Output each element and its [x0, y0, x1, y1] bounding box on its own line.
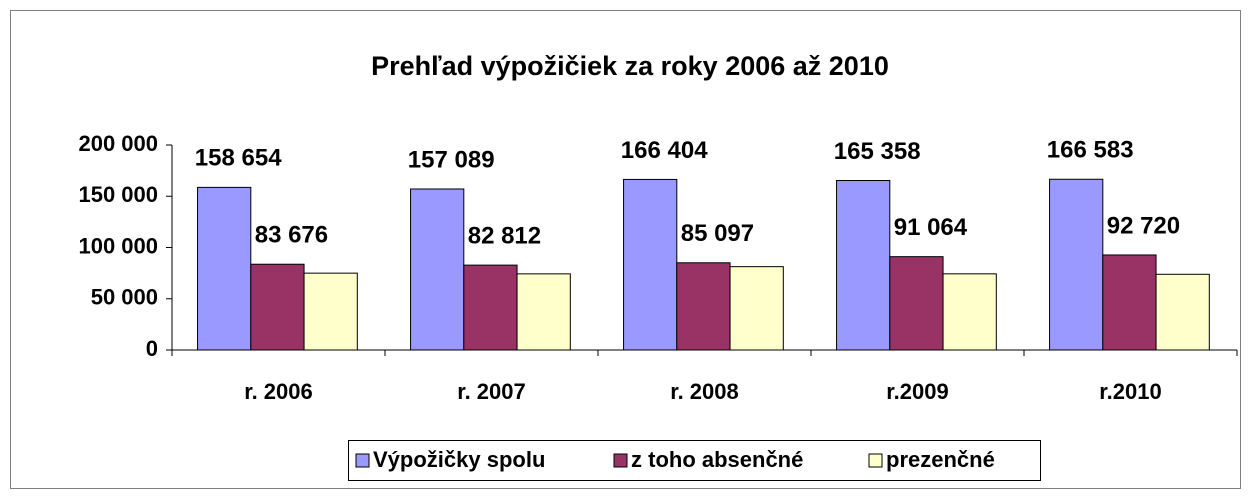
- legend-swatch: [355, 453, 370, 468]
- legend-swatch: [613, 453, 628, 468]
- y-tick-label: 150 000: [78, 182, 158, 207]
- bar: [889, 256, 944, 351]
- x-tick-label: r. 2008: [670, 379, 739, 404]
- y-tick-label: 100 000: [78, 233, 158, 258]
- bar: [623, 178, 678, 351]
- data-label: 85 097: [681, 220, 754, 247]
- bar: [197, 186, 252, 351]
- bar: [463, 264, 518, 351]
- bar: [729, 266, 784, 351]
- bar: [942, 273, 997, 351]
- data-label: 82 812: [468, 222, 541, 249]
- data-label: 166 583: [1047, 137, 1134, 164]
- bar: [1102, 254, 1157, 351]
- bar: [1049, 178, 1104, 351]
- data-label: 166 404: [621, 137, 708, 164]
- bar: [1155, 273, 1210, 351]
- data-label: 92 720: [1107, 212, 1180, 239]
- legend-label: prezenčné: [886, 447, 995, 472]
- bar: [303, 272, 358, 351]
- data-label: 158 654: [195, 145, 282, 172]
- legend-label: Výpožičky spolu: [373, 447, 545, 472]
- x-tick-label: r. 2007: [457, 379, 526, 404]
- bar: [516, 273, 571, 351]
- data-label: 83 676: [255, 222, 328, 249]
- y-tick-label: 0: [146, 336, 158, 361]
- data-label: 157 089: [408, 146, 495, 173]
- legend-swatch: [868, 453, 883, 468]
- data-label: 91 064: [894, 214, 968, 241]
- chart-title: Prehľad výpožičiek za roky 2006 až 2010: [371, 51, 889, 81]
- legend-label: z toho absenčné: [631, 447, 803, 472]
- bar: [676, 262, 731, 351]
- y-tick-label: 50 000: [91, 285, 158, 310]
- x-tick-label: r. 2006: [244, 379, 313, 404]
- y-tick-label: 200 000: [78, 131, 158, 156]
- data-label: 165 358: [834, 138, 921, 165]
- legend-box: [348, 440, 1041, 481]
- bar: [250, 263, 305, 351]
- bar: [410, 188, 465, 351]
- x-tick-label: r.2009: [886, 379, 948, 404]
- x-tick-label: r.2010: [1099, 379, 1161, 404]
- bar: [836, 180, 891, 351]
